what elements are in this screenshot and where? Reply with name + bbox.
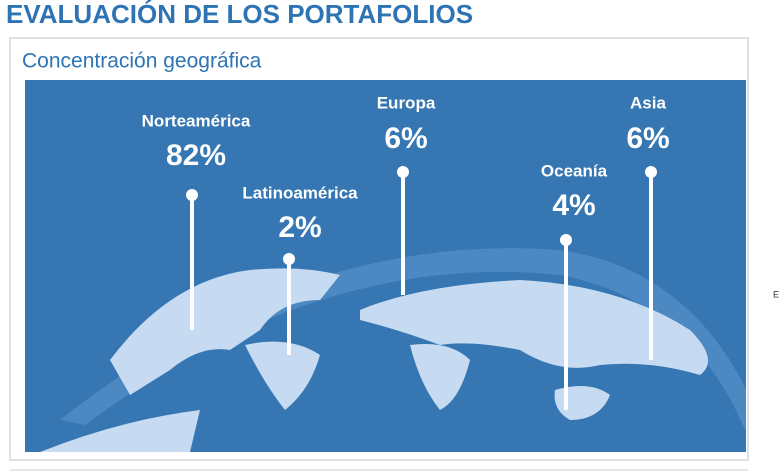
- pin-head: [186, 189, 198, 201]
- region-value: 82%: [166, 139, 226, 172]
- page-title: EVALUACIÓN DE LOS PORTAFOLIOS: [6, 0, 473, 29]
- subtitle: Concentración geográfica: [22, 50, 262, 73]
- pin-head: [397, 166, 409, 178]
- panel: [9, 37, 749, 461]
- region-value: 2%: [278, 211, 321, 244]
- region-value: 4%: [552, 189, 595, 222]
- pin-head: [560, 234, 572, 246]
- region-pins: Norteamérica 82% Latinoamérica 2% Europa 6% Oc…: [142, 93, 670, 410]
- region-label: Latinoamérica: [242, 183, 358, 202]
- pin-head: [645, 166, 657, 178]
- edge-text: E: [773, 289, 779, 299]
- region-value: 6%: [626, 122, 669, 155]
- region-label: Asia: [630, 93, 666, 112]
- pin-head: [283, 253, 295, 265]
- region-value: 6%: [384, 122, 427, 155]
- region-label: Europa: [377, 93, 436, 112]
- region-label: Oceanía: [541, 161, 608, 180]
- region-label: Norteamérica: [142, 111, 251, 130]
- world-map: [40, 248, 746, 452]
